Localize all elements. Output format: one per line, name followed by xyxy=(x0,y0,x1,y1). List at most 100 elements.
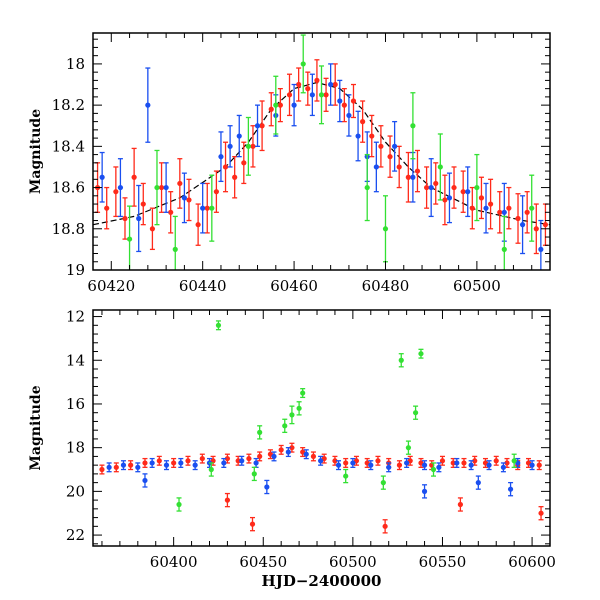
data-point xyxy=(241,141,247,185)
data-point xyxy=(460,170,466,213)
point-marker xyxy=(250,143,256,149)
data-point xyxy=(412,405,419,420)
point-marker xyxy=(538,510,544,516)
point-marker xyxy=(392,143,398,149)
data-point xyxy=(487,178,494,230)
data-point xyxy=(286,73,293,117)
y-tick-label: 18.2 xyxy=(52,96,85,114)
data-point xyxy=(192,460,198,471)
point-marker xyxy=(246,455,252,462)
data-point xyxy=(461,457,467,468)
data-point xyxy=(375,455,381,466)
y-tick-label: 19 xyxy=(66,261,85,279)
data-point xyxy=(350,457,356,468)
data-point xyxy=(136,184,142,253)
axes: 60420 60440 60460 60480 60500 18 18.2 18.4 18.6 1… xyxy=(28,33,551,295)
point-marker xyxy=(368,462,374,468)
data-point xyxy=(500,462,507,473)
data-point xyxy=(106,462,112,473)
point-marker xyxy=(277,102,283,108)
data-point xyxy=(533,203,539,255)
point-marker xyxy=(433,180,439,187)
data-point xyxy=(271,451,277,462)
data-point xyxy=(113,166,119,218)
data-point xyxy=(538,219,544,270)
point-marker xyxy=(215,322,222,328)
point-marker xyxy=(533,226,539,232)
point-marker xyxy=(168,209,174,215)
point-marker xyxy=(142,477,148,484)
data-point xyxy=(178,457,184,468)
data-point xyxy=(405,440,412,455)
data-point xyxy=(140,182,146,226)
data-point xyxy=(519,195,526,255)
data-point xyxy=(218,131,224,183)
point-marker xyxy=(163,462,170,468)
data-point xyxy=(368,460,374,471)
point-marker xyxy=(483,205,489,211)
data-point xyxy=(145,67,151,143)
point-marker xyxy=(122,215,128,222)
data-point xyxy=(369,114,375,158)
point-marker xyxy=(460,189,466,195)
data-point xyxy=(341,87,347,123)
data-point xyxy=(282,418,288,434)
point-marker xyxy=(343,460,349,466)
data-point xyxy=(199,453,205,464)
point-marker xyxy=(99,174,105,180)
data-point xyxy=(120,460,127,471)
data-point xyxy=(126,205,133,270)
point-marker xyxy=(300,390,306,396)
point-marker xyxy=(437,164,443,170)
point-marker xyxy=(380,480,386,486)
point-marker xyxy=(500,464,507,470)
data-point xyxy=(437,133,443,201)
point-marker xyxy=(192,462,198,468)
data-point xyxy=(451,166,457,209)
x-tick-label: 60420 xyxy=(87,277,135,295)
data-point xyxy=(99,151,105,203)
data-point xyxy=(396,145,402,189)
x-axis-label: HJD−2400000 xyxy=(262,572,382,590)
point-marker xyxy=(519,222,526,228)
point-marker xyxy=(386,464,392,470)
point-marker xyxy=(529,205,535,211)
data-point xyxy=(149,457,155,468)
data-point xyxy=(382,195,389,263)
data-point xyxy=(239,455,245,466)
series-1 xyxy=(99,63,544,270)
point-marker xyxy=(474,184,480,191)
data-point xyxy=(360,100,366,143)
point-marker xyxy=(421,462,428,468)
point-marker xyxy=(504,460,510,466)
data-point xyxy=(478,176,485,220)
data-point xyxy=(289,405,295,425)
data-point xyxy=(227,125,233,168)
point-marker xyxy=(278,447,284,453)
point-marker xyxy=(378,143,384,149)
data-point xyxy=(328,63,334,106)
data-point xyxy=(404,457,410,468)
point-marker xyxy=(222,164,229,170)
point-marker xyxy=(335,462,342,468)
data-point xyxy=(222,141,229,193)
data-point xyxy=(122,197,128,240)
point-marker xyxy=(457,501,463,508)
point-marker xyxy=(257,453,263,460)
point-marker xyxy=(286,92,293,98)
point-marker xyxy=(241,160,247,166)
data-point xyxy=(236,114,242,158)
data-point xyxy=(538,506,544,521)
data-point xyxy=(332,63,338,106)
data-point xyxy=(305,71,311,106)
point-marker xyxy=(296,81,302,88)
point-marker xyxy=(285,449,291,455)
data-point xyxy=(204,182,210,234)
data-point xyxy=(257,425,263,440)
point-marker xyxy=(337,98,343,104)
data-point xyxy=(497,191,503,234)
point-marker xyxy=(172,246,178,252)
point-marker xyxy=(186,197,192,203)
data-point xyxy=(542,203,549,246)
point-marker xyxy=(404,460,410,466)
